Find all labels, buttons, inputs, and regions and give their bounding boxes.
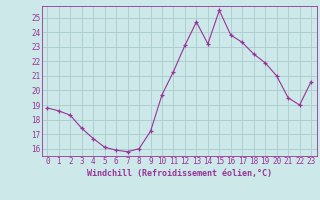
X-axis label: Windchill (Refroidissement éolien,°C): Windchill (Refroidissement éolien,°C) (87, 169, 272, 178)
